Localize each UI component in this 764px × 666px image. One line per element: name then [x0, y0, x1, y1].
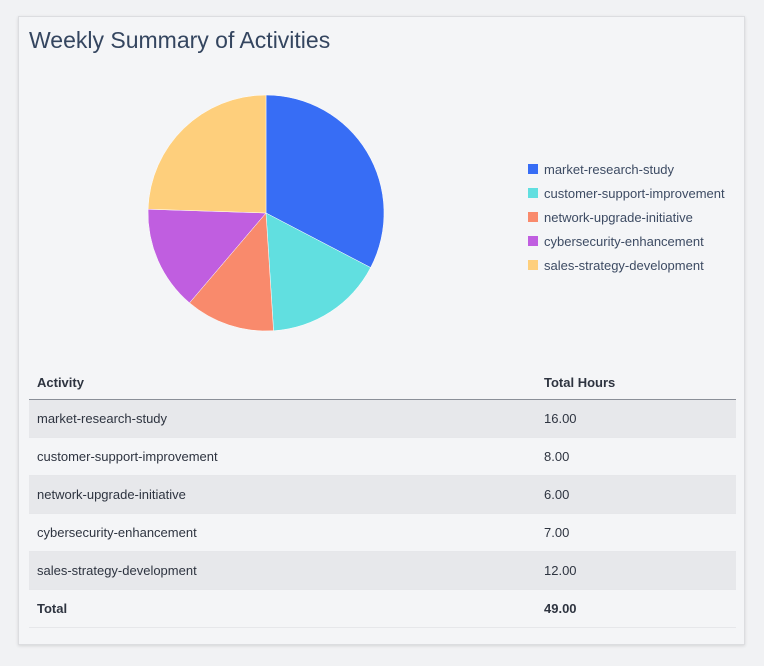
legend-swatch: [528, 236, 538, 246]
cell-activity: market-research-study: [29, 399, 536, 438]
cell-activity: network-upgrade-initiative: [29, 475, 536, 514]
legend-label: network-upgrade-initiative: [544, 209, 693, 225]
header-total-hours: Total Hours: [536, 365, 736, 400]
legend: market-research-study customer-support-im…: [528, 157, 725, 277]
cell-activity: sales-strategy-development: [29, 551, 536, 590]
legend-label: market-research-study: [544, 161, 675, 177]
pie-slice-network-upgrade-initiative[interactable]: [189, 212, 274, 332]
table-row: sales-strategy-development 12.00: [29, 551, 736, 590]
table-row: network-upgrade-initiative 6.00: [29, 475, 736, 514]
activity-table: Activity Total Hours market-research-stu…: [29, 365, 736, 628]
legend-item[interactable]: network-upgrade-initiative: [528, 205, 725, 229]
cell-hours: 12.00: [536, 551, 736, 590]
legend-swatch: [528, 260, 538, 270]
pie-slice-sales-strategy-development[interactable]: [147, 94, 267, 214]
pie-slice-cybersecurity-enhancement[interactable]: [147, 208, 267, 304]
legend-item[interactable]: cybersecurity-enhancement: [528, 229, 725, 253]
legend-swatch: [528, 164, 538, 174]
cell-hours: 6.00: [536, 475, 736, 514]
table-row: market-research-study 16.00: [29, 399, 736, 438]
pie-chart: [147, 94, 385, 332]
legend-swatch: [528, 212, 538, 222]
legend-swatch: [528, 188, 538, 198]
cell-activity: customer-support-improvement: [29, 437, 536, 476]
total-hours: 49.00: [536, 589, 736, 628]
summary-card: Weekly Summary of Activities market-rese…: [18, 16, 745, 645]
legend-label: customer-support-improvement: [544, 185, 725, 201]
legend-label: sales-strategy-development: [544, 257, 704, 273]
legend-item[interactable]: sales-strategy-development: [528, 253, 725, 277]
cell-hours: 7.00: [536, 513, 736, 552]
cell-activity: cybersecurity-enhancement: [29, 513, 536, 552]
total-label: Total: [29, 589, 536, 628]
header-activity: Activity: [29, 365, 536, 400]
pie-slice-customer-support-improvement[interactable]: [265, 212, 371, 332]
pie-slice-market-research-study[interactable]: [265, 94, 385, 268]
table-row: cybersecurity-enhancement 7.00: [29, 513, 736, 552]
cell-hours: 16.00: [536, 399, 736, 438]
legend-item[interactable]: customer-support-improvement: [528, 181, 725, 205]
legend-label: cybersecurity-enhancement: [544, 233, 704, 249]
total-row: Total 49.00: [29, 589, 736, 628]
chart-title: Weekly Summary of Activities: [29, 27, 331, 53]
legend-item[interactable]: market-research-study: [528, 157, 725, 181]
cell-hours: 8.00: [536, 437, 736, 476]
table-row: customer-support-improvement 8.00: [29, 437, 736, 476]
